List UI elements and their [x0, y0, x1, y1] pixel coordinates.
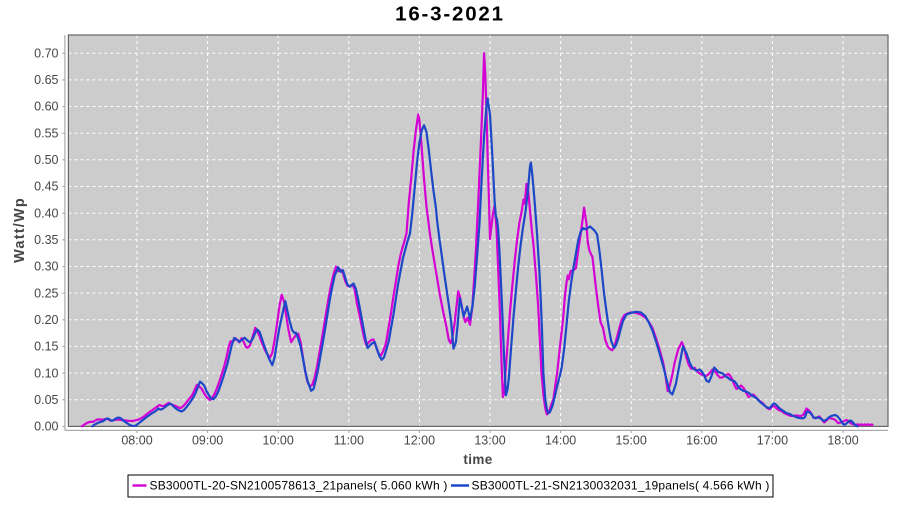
svg-text:0.10: 0.10: [34, 366, 58, 380]
svg-text:SB3000TL-20-SN2100578613_21pan: SB3000TL-20-SN2100578613_21panels( 5.060…: [150, 479, 448, 493]
svg-text:0.05: 0.05: [34, 393, 58, 407]
svg-text:09:00: 09:00: [192, 434, 223, 448]
svg-text:12:00: 12:00: [404, 434, 435, 448]
svg-text:08:00: 08:00: [121, 434, 152, 448]
svg-text:SB3000TL-21-SN2130032031_19pan: SB3000TL-21-SN2130032031_19panels( 4.566…: [472, 479, 770, 493]
svg-text:0.20: 0.20: [34, 313, 58, 327]
svg-text:0.25: 0.25: [34, 286, 58, 300]
svg-text:17:00: 17:00: [757, 434, 788, 448]
svg-text:16:00: 16:00: [686, 434, 717, 448]
svg-text:Watt/Wp: Watt/Wp: [12, 197, 28, 263]
svg-text:time: time: [463, 452, 492, 467]
svg-text:0.15: 0.15: [34, 340, 58, 354]
svg-text:0.60: 0.60: [34, 100, 58, 114]
svg-text:18:00: 18:00: [827, 434, 858, 448]
svg-text:0.65: 0.65: [34, 73, 58, 87]
svg-text:15:00: 15:00: [616, 434, 647, 448]
svg-text:0.00: 0.00: [34, 420, 58, 434]
svg-text:16-3-2021: 16-3-2021: [395, 3, 505, 26]
svg-text:10:00: 10:00: [263, 434, 294, 448]
svg-text:11:00: 11:00: [334, 434, 364, 448]
svg-text:14:00: 14:00: [545, 434, 576, 448]
svg-text:0.30: 0.30: [34, 260, 58, 274]
svg-text:0.70: 0.70: [34, 46, 58, 60]
svg-text:0.35: 0.35: [34, 233, 58, 247]
svg-text:0.55: 0.55: [34, 126, 58, 140]
svg-text:13:00: 13:00: [474, 434, 505, 448]
svg-text:0.45: 0.45: [34, 180, 58, 194]
svg-text:0.50: 0.50: [34, 153, 58, 167]
svg-text:0.40: 0.40: [34, 206, 58, 220]
